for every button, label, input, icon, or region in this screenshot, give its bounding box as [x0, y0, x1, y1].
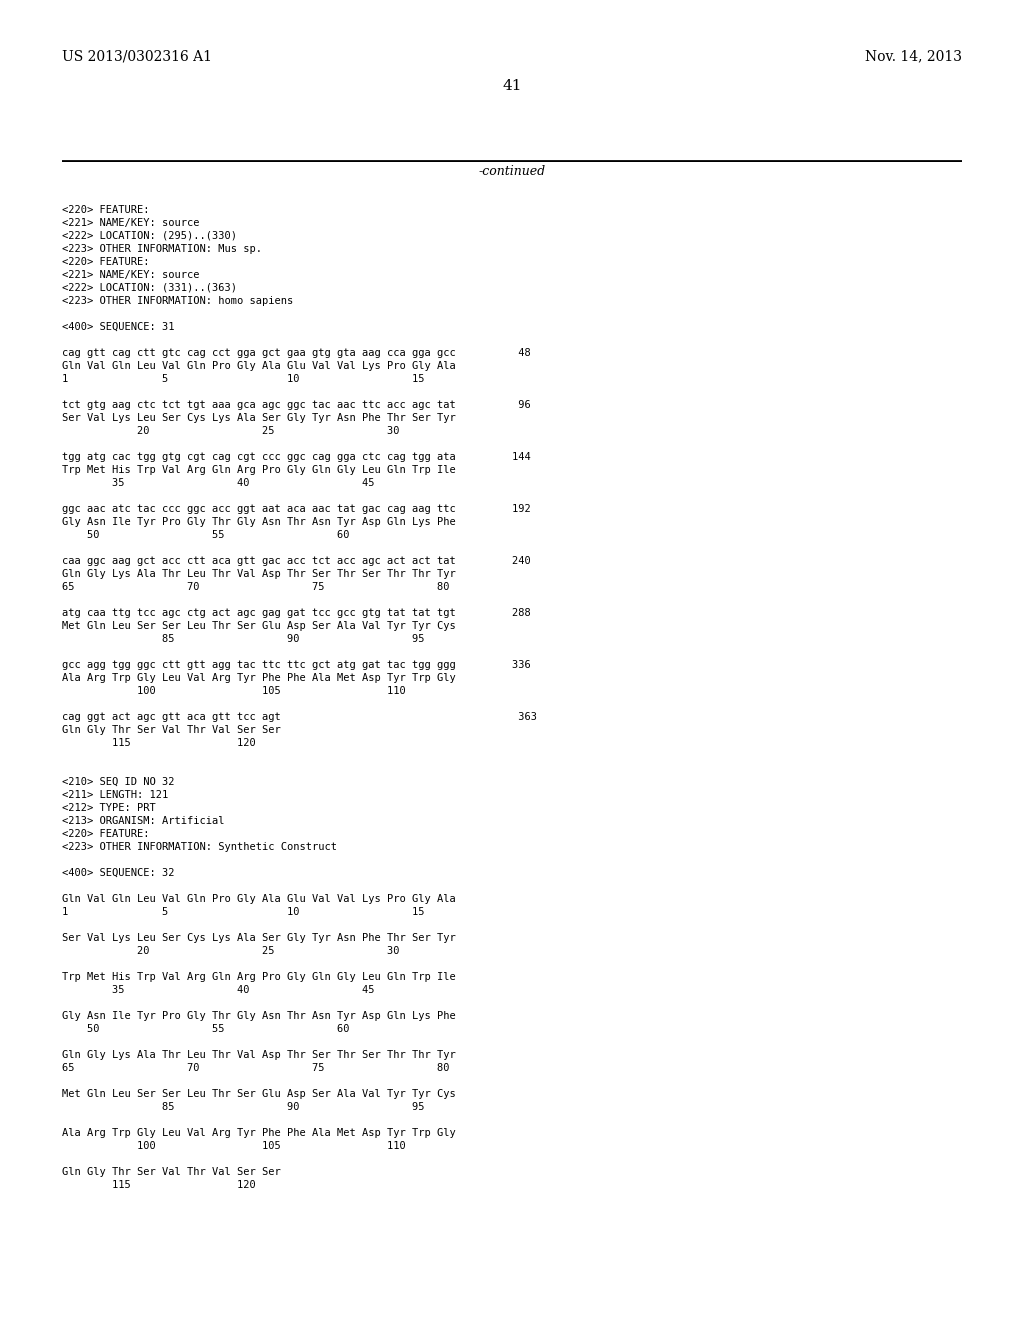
- Text: Nov. 14, 2013: Nov. 14, 2013: [865, 49, 962, 63]
- Text: cag gtt cag ctt gtc cag cct gga gct gaa gtg gta aag cca gga gcc          48: cag gtt cag ctt gtc cag cct gga gct gaa …: [62, 348, 530, 358]
- Text: <222> LOCATION: (295)..(330): <222> LOCATION: (295)..(330): [62, 231, 237, 242]
- Text: 35                  40                  45: 35 40 45: [62, 985, 375, 995]
- Text: ggc aac atc tac ccc ggc acc ggt aat aca aac tat gac cag aag ttc         192: ggc aac atc tac ccc ggc acc ggt aat aca …: [62, 504, 530, 513]
- Text: 50                  55                  60: 50 55 60: [62, 1024, 349, 1034]
- Text: <223> OTHER INFORMATION: homo sapiens: <223> OTHER INFORMATION: homo sapiens: [62, 296, 293, 306]
- Text: Gln Val Gln Leu Val Gln Pro Gly Ala Glu Val Val Lys Pro Gly Ala: Gln Val Gln Leu Val Gln Pro Gly Ala Glu …: [62, 894, 456, 904]
- Text: -continued: -continued: [478, 165, 546, 178]
- Text: Met Gln Leu Ser Ser Leu Thr Ser Glu Asp Ser Ala Val Tyr Tyr Cys: Met Gln Leu Ser Ser Leu Thr Ser Glu Asp …: [62, 1089, 456, 1100]
- Text: 1               5                   10                  15: 1 5 10 15: [62, 374, 425, 384]
- Text: caa ggc aag gct acc ctt aca gtt gac acc tct acc agc act act tat         240: caa ggc aag gct acc ctt aca gtt gac acc …: [62, 556, 530, 566]
- Text: Ala Arg Trp Gly Leu Val Arg Tyr Phe Phe Ala Met Asp Tyr Trp Gly: Ala Arg Trp Gly Leu Val Arg Tyr Phe Phe …: [62, 673, 456, 682]
- Text: 100                 105                 110: 100 105 110: [62, 686, 406, 696]
- Text: <213> ORGANISM: Artificial: <213> ORGANISM: Artificial: [62, 816, 224, 826]
- Text: tct gtg aag ctc tct tgt aaa gca agc ggc tac aac ttc acc agc tat          96: tct gtg aag ctc tct tgt aaa gca agc ggc …: [62, 400, 530, 411]
- Text: <210> SEQ ID NO 32: <210> SEQ ID NO 32: [62, 777, 174, 787]
- Text: <223> OTHER INFORMATION: Synthetic Construct: <223> OTHER INFORMATION: Synthetic Const…: [62, 842, 337, 851]
- Text: <400> SEQUENCE: 32: <400> SEQUENCE: 32: [62, 869, 174, 878]
- Text: <211> LENGTH: 121: <211> LENGTH: 121: [62, 789, 168, 800]
- Text: tgg atg cac tgg gtg cgt cag cgt ccc ggc cag gga ctc cag tgg ata         144: tgg atg cac tgg gtg cgt cag cgt ccc ggc …: [62, 451, 530, 462]
- Text: Gln Gly Lys Ala Thr Leu Thr Val Asp Thr Ser Thr Ser Thr Thr Tyr: Gln Gly Lys Ala Thr Leu Thr Val Asp Thr …: [62, 569, 456, 579]
- Text: atg caa ttg tcc agc ctg act agc gag gat tcc gcc gtg tat tat tgt         288: atg caa ttg tcc agc ctg act agc gag gat …: [62, 609, 530, 618]
- Text: 35                  40                  45: 35 40 45: [62, 478, 375, 488]
- Text: Met Gln Leu Ser Ser Leu Thr Ser Glu Asp Ser Ala Val Tyr Tyr Cys: Met Gln Leu Ser Ser Leu Thr Ser Glu Asp …: [62, 620, 456, 631]
- Text: <221> NAME/KEY: source: <221> NAME/KEY: source: [62, 271, 200, 280]
- Text: 65                  70                  75                  80: 65 70 75 80: [62, 582, 450, 591]
- Text: Trp Met His Trp Val Arg Gln Arg Pro Gly Gln Gly Leu Gln Trp Ile: Trp Met His Trp Val Arg Gln Arg Pro Gly …: [62, 972, 456, 982]
- Text: 100                 105                 110: 100 105 110: [62, 1140, 406, 1151]
- Text: Ser Val Lys Leu Ser Cys Lys Ala Ser Gly Tyr Asn Phe Thr Ser Tyr: Ser Val Lys Leu Ser Cys Lys Ala Ser Gly …: [62, 933, 456, 942]
- Text: 1               5                   10                  15: 1 5 10 15: [62, 907, 425, 917]
- Text: <221> NAME/KEY: source: <221> NAME/KEY: source: [62, 218, 200, 228]
- Text: Ser Val Lys Leu Ser Cys Lys Ala Ser Gly Tyr Asn Phe Thr Ser Tyr: Ser Val Lys Leu Ser Cys Lys Ala Ser Gly …: [62, 413, 456, 422]
- Text: Ala Arg Trp Gly Leu Val Arg Tyr Phe Phe Ala Met Asp Tyr Trp Gly: Ala Arg Trp Gly Leu Val Arg Tyr Phe Phe …: [62, 1129, 456, 1138]
- Text: Gly Asn Ile Tyr Pro Gly Thr Gly Asn Thr Asn Tyr Asp Gln Lys Phe: Gly Asn Ile Tyr Pro Gly Thr Gly Asn Thr …: [62, 1011, 456, 1020]
- Text: 20                  25                  30: 20 25 30: [62, 946, 399, 956]
- Text: <222> LOCATION: (331)..(363): <222> LOCATION: (331)..(363): [62, 282, 237, 293]
- Text: Gln Val Gln Leu Val Gln Pro Gly Ala Glu Val Val Lys Pro Gly Ala: Gln Val Gln Leu Val Gln Pro Gly Ala Glu …: [62, 360, 456, 371]
- Text: gcc agg tgg ggc ctt gtt agg tac ttc ttc gct atg gat tac tgg ggg         336: gcc agg tgg ggc ctt gtt agg tac ttc ttc …: [62, 660, 530, 671]
- Text: 115                 120: 115 120: [62, 738, 256, 748]
- Text: Trp Met His Trp Val Arg Gln Arg Pro Gly Gln Gly Leu Gln Trp Ile: Trp Met His Trp Val Arg Gln Arg Pro Gly …: [62, 465, 456, 475]
- Text: <212> TYPE: PRT: <212> TYPE: PRT: [62, 803, 156, 813]
- Text: Gly Asn Ile Tyr Pro Gly Thr Gly Asn Thr Asn Tyr Asp Gln Lys Phe: Gly Asn Ile Tyr Pro Gly Thr Gly Asn Thr …: [62, 517, 456, 527]
- Text: Gln Gly Thr Ser Val Thr Val Ser Ser: Gln Gly Thr Ser Val Thr Val Ser Ser: [62, 725, 281, 735]
- Text: Gln Gly Thr Ser Val Thr Val Ser Ser: Gln Gly Thr Ser Val Thr Val Ser Ser: [62, 1167, 281, 1177]
- Text: <220> FEATURE:: <220> FEATURE:: [62, 257, 150, 267]
- Text: 41: 41: [502, 79, 522, 92]
- Text: <223> OTHER INFORMATION: Mus sp.: <223> OTHER INFORMATION: Mus sp.: [62, 244, 262, 253]
- Text: cag ggt act agc gtt aca gtt tcc agt                                      363: cag ggt act agc gtt aca gtt tcc agt 363: [62, 711, 537, 722]
- Text: 85                  90                  95: 85 90 95: [62, 1102, 425, 1111]
- Text: Gln Gly Lys Ala Thr Leu Thr Val Asp Thr Ser Thr Ser Thr Thr Tyr: Gln Gly Lys Ala Thr Leu Thr Val Asp Thr …: [62, 1049, 456, 1060]
- Text: 65                  70                  75                  80: 65 70 75 80: [62, 1063, 450, 1073]
- Text: 115                 120: 115 120: [62, 1180, 256, 1191]
- Text: 20                  25                  30: 20 25 30: [62, 426, 399, 436]
- Text: <220> FEATURE:: <220> FEATURE:: [62, 829, 150, 840]
- Text: <400> SEQUENCE: 31: <400> SEQUENCE: 31: [62, 322, 174, 333]
- Text: US 2013/0302316 A1: US 2013/0302316 A1: [62, 49, 212, 63]
- Text: 85                  90                  95: 85 90 95: [62, 634, 425, 644]
- Text: 50                  55                  60: 50 55 60: [62, 531, 349, 540]
- Text: <220> FEATURE:: <220> FEATURE:: [62, 205, 150, 215]
